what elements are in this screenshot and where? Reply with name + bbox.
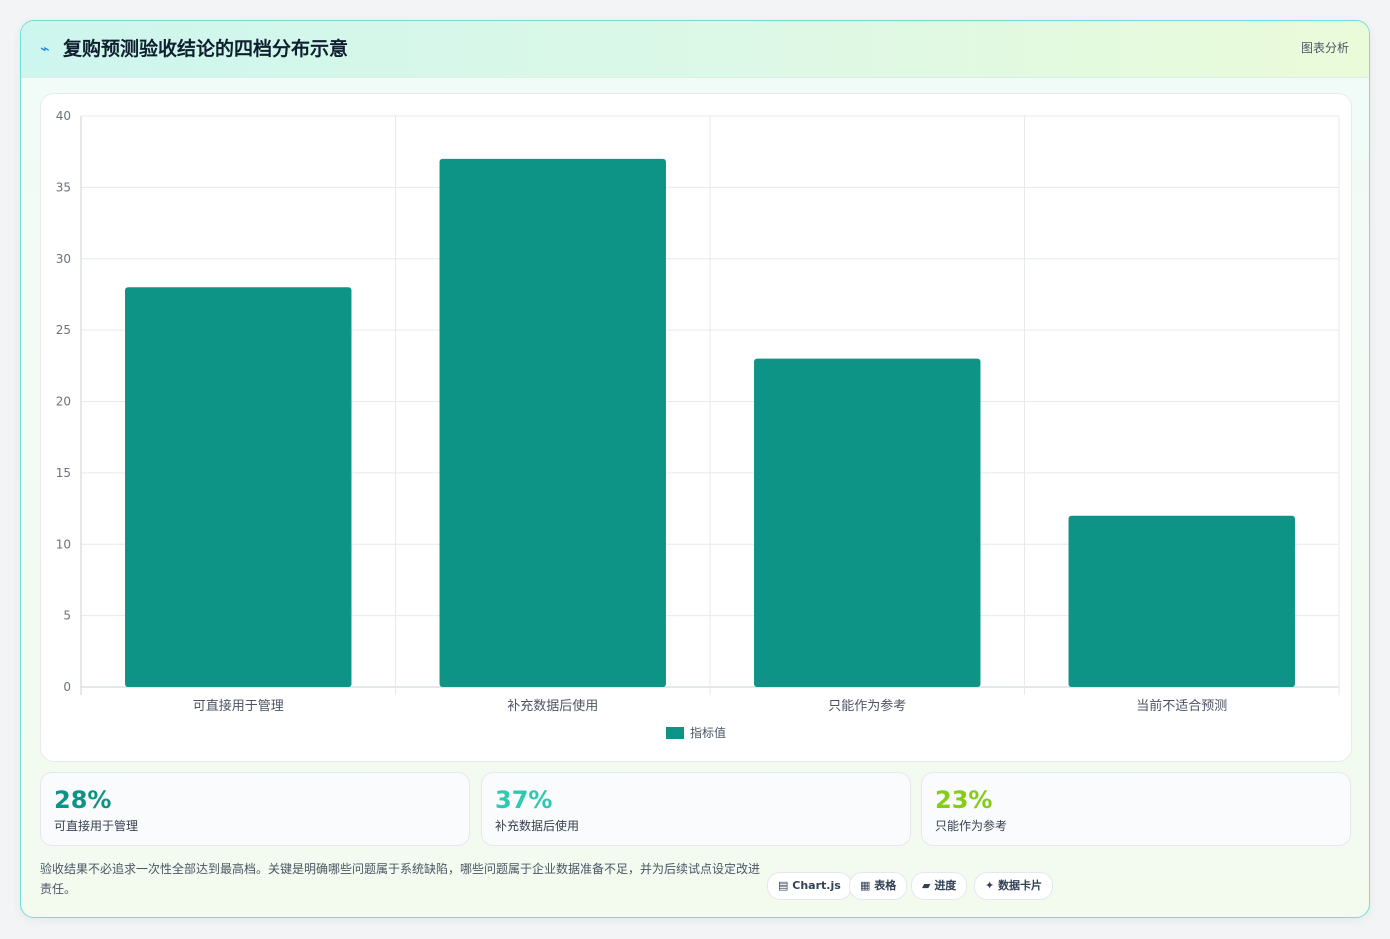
tag-progress[interactable]: ▰ 进度	[911, 872, 968, 900]
y-tick-label: 30	[56, 252, 71, 266]
page-title: 复购预测验收结论的四档分布示意	[63, 38, 349, 60]
stat-label: 可直接用于管理	[54, 819, 139, 833]
stat-label: 补充数据后使用	[495, 819, 580, 833]
header-badge: 图表分析	[1300, 41, 1349, 55]
tag-label: Chart.js	[792, 879, 841, 892]
stat-card: 28% 可直接用于管理	[40, 772, 470, 846]
y-tick-label: 5	[63, 609, 71, 623]
legend-swatch	[666, 727, 684, 739]
bar	[439, 158, 666, 687]
bar	[754, 358, 981, 687]
progress-icon: ▰	[922, 879, 931, 892]
y-tick-label: 10	[56, 537, 71, 551]
x-tick-label: 只能作为参考	[828, 698, 906, 714]
card-header: ⌁ 复购预测验收结论的四档分布示意 图表分析	[21, 21, 1369, 78]
x-tick-label: 当前不适合预测	[1136, 698, 1227, 714]
legend-label: 指标值	[690, 725, 726, 740]
tag-label: 进度	[934, 879, 957, 892]
tag-label: 数据卡片	[998, 879, 1043, 892]
stat-value: 28%	[54, 786, 112, 814]
chart-panel: 0 5 10 15 20 25 30 35 40 可直接用于管理 补充数据后使用 只能作为参考 当前不适…	[40, 93, 1352, 762]
stat-card: 23% 只能作为参考	[921, 772, 1351, 846]
y-tick-label: 20	[56, 395, 71, 409]
chart-icon: ▤	[778, 879, 789, 892]
stat-value: 23%	[935, 786, 993, 814]
tag-data-card[interactable]: ✦ 数据卡片	[974, 872, 1054, 900]
tag-table[interactable]: ▦ 表格	[849, 872, 908, 900]
y-tick-label: 25	[56, 323, 71, 337]
y-tick-label: 40	[56, 109, 71, 123]
y-tick-label: 35	[56, 180, 71, 194]
sparkle-icon: ✦	[985, 879, 995, 892]
bar-chart: 0 5 10 15 20 25 30 35 40 可直接用于管理 补充数据后使用 只能作为参考 当前不适…	[56, 109, 1340, 740]
table-icon: ▦	[860, 879, 871, 892]
tag-label: 表格	[874, 879, 897, 892]
stat-card: 37% 补充数据后使用	[481, 772, 911, 846]
stat-label: 只能作为参考	[935, 819, 1008, 833]
tag-chartjs[interactable]: ▤ Chart.js	[767, 872, 852, 900]
bar	[125, 287, 352, 687]
y-tick-label: 0	[63, 680, 71, 694]
x-tick-label: 可直接用于管理	[193, 698, 284, 714]
chart-card: ⌁ 复购预测验收结论的四档分布示意 图表分析 0 5 10 15 20 25 30 35 40 可…	[20, 20, 1370, 918]
y-tick-label: 15	[56, 466, 71, 480]
bar	[1068, 515, 1295, 687]
stat-value: 37%	[495, 786, 553, 814]
lightning-icon: ⌁	[40, 39, 50, 58]
summary-note: 验收结果不必追求一次性全部达到最高档。关键是明确哪些问题属于系统缺陷，哪些问题属…	[40, 862, 761, 896]
x-tick-label: 补充数据后使用	[507, 698, 598, 714]
